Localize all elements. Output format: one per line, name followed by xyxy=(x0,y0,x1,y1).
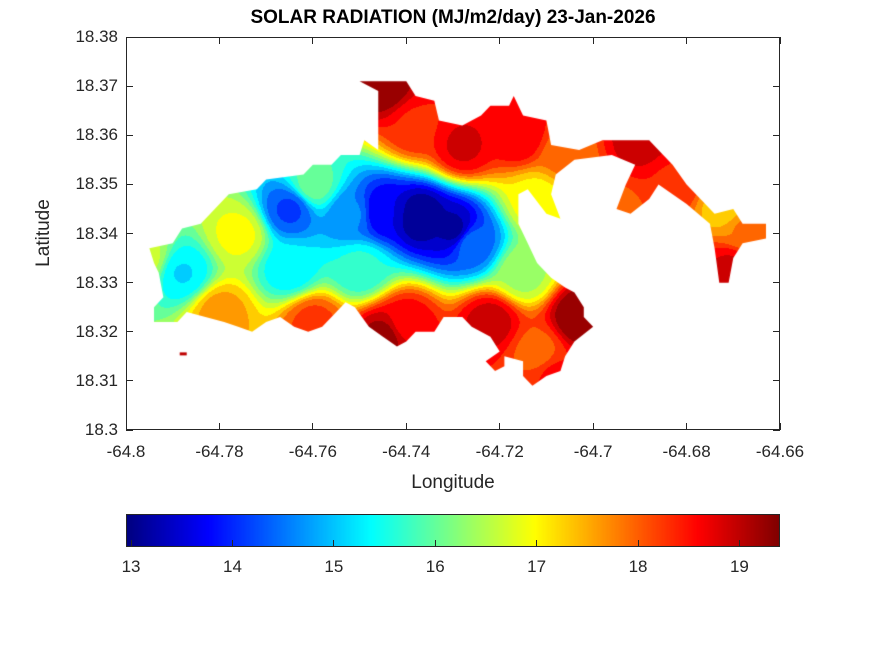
x-tick-mark xyxy=(499,423,501,430)
colorbar-tick-label: 18 xyxy=(628,557,648,576)
colorbar-tick-label: 19 xyxy=(729,557,749,576)
colorbar-tick-label: 15 xyxy=(324,557,344,576)
x-tick-label: -64.78 xyxy=(195,442,244,461)
contour-map xyxy=(126,37,780,430)
y-tick-mark xyxy=(126,233,133,234)
colorbar-tick-mark xyxy=(333,540,335,547)
y-tick-label: 18.38 xyxy=(75,27,118,46)
y-tick-mark-right xyxy=(773,183,780,185)
y-tick-mark-right xyxy=(773,429,780,431)
x-tick-mark-top xyxy=(779,37,781,44)
x-tick-mark xyxy=(312,423,314,430)
y-tick-mark xyxy=(126,331,133,333)
x-tick-mark xyxy=(779,423,781,430)
y-tick-mark xyxy=(126,429,133,431)
y-tick-label: 18.37 xyxy=(75,76,118,96)
y-tick-mark xyxy=(126,380,133,382)
y-tick-mark xyxy=(126,183,133,185)
y-tick-mark-right xyxy=(773,36,780,38)
colorbar-tick-mark xyxy=(738,540,740,547)
colorbar xyxy=(126,514,780,547)
x-tick-mark-top xyxy=(686,37,688,44)
y-tick-mark-right xyxy=(773,85,780,87)
y-tick-mark xyxy=(126,36,133,38)
x-tick-label: -64.72 xyxy=(475,442,524,461)
y-tick-label: 18.3 xyxy=(84,420,118,439)
y-tick-label: 18.33 xyxy=(75,272,118,292)
x-tick-mark xyxy=(686,423,688,430)
colorbar-tick-mark xyxy=(130,540,132,547)
y-tick-mark-right xyxy=(773,380,780,382)
colorbar-tick-mark xyxy=(637,540,639,547)
colorbar-tick-mark xyxy=(536,540,538,547)
x-tick-label: -64.66 xyxy=(755,442,805,461)
x-tick-mark xyxy=(218,423,220,430)
y-tick-label: 18.32 xyxy=(75,321,118,341)
x-tick-mark-top xyxy=(125,37,127,44)
plot-area-frame xyxy=(126,37,780,430)
y-tick-mark-right xyxy=(773,331,780,333)
y-tick-label: 18.35 xyxy=(75,174,118,194)
y-tick-label: 18.34 xyxy=(75,223,118,243)
x-tick-mark-top xyxy=(592,37,594,44)
colorbar-tick-label: 17 xyxy=(527,557,547,576)
y-tick-label: 18.31 xyxy=(75,370,118,390)
x-tick-label: -64.8 xyxy=(106,442,146,461)
colorbar-tick-label: 14 xyxy=(222,557,242,576)
y-tick-label: 18.36 xyxy=(75,125,118,145)
y-tick-mark-right xyxy=(773,233,780,234)
y-tick-mark xyxy=(126,282,133,284)
x-axis-label: Longitude xyxy=(411,472,495,493)
y-tick-mark xyxy=(126,85,133,87)
colorbar-frame xyxy=(126,514,780,547)
colorbar-tick-mark xyxy=(231,540,233,547)
x-tick-label: -64.74 xyxy=(382,442,431,461)
x-tick-label: -64.68 xyxy=(662,442,711,461)
x-tick-mark-top xyxy=(218,37,220,44)
x-tick-mark xyxy=(405,423,407,430)
x-tick-mark-top xyxy=(499,37,501,44)
x-tick-mark-top xyxy=(312,37,314,44)
chart-title: SOLAR RADIATION (MJ/m2/day) 23-Jan-2026 xyxy=(250,7,656,28)
x-tick-mark-top xyxy=(405,37,407,44)
y-tick-mark xyxy=(126,134,133,136)
x-tick-label: -64.76 xyxy=(288,442,337,461)
x-tick-mark xyxy=(125,423,127,430)
x-tick-label: -64.7 xyxy=(573,442,613,461)
x-tick-mark xyxy=(592,423,594,430)
y-axis-label: Latitude xyxy=(33,199,54,267)
colorbar-tick-label: 16 xyxy=(425,557,445,576)
y-tick-mark-right xyxy=(773,134,780,136)
colorbar-tick-label: 13 xyxy=(121,557,141,576)
y-tick-mark-right xyxy=(773,282,780,284)
colorbar-tick-mark xyxy=(434,540,436,547)
